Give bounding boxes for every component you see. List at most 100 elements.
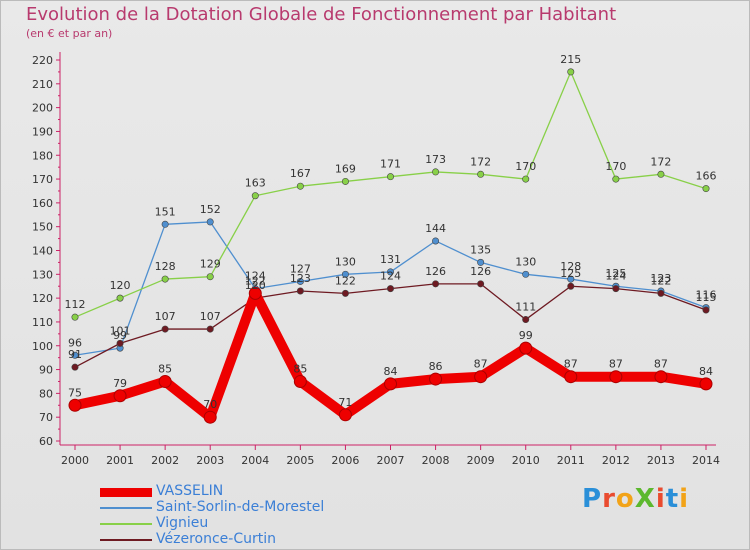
y-tick-label: 80 xyxy=(39,387,53,400)
data-point xyxy=(432,168,440,176)
legend-label: Vézeronce-Curtin xyxy=(156,531,276,547)
data-point xyxy=(161,325,169,333)
x-tick-label: 2007 xyxy=(377,454,405,467)
legend-label: VASSELIN xyxy=(156,483,224,499)
legend-swatch xyxy=(100,507,152,509)
data-label: 85 xyxy=(158,362,172,375)
data-point xyxy=(158,374,172,388)
data-label: 163 xyxy=(245,177,266,190)
data-label: 172 xyxy=(470,155,491,168)
data-label: 130 xyxy=(335,255,356,268)
data-label: 112 xyxy=(65,298,86,311)
x-tick-label: 2005 xyxy=(286,454,314,467)
logo-letter: r xyxy=(602,484,616,514)
data-label: 170 xyxy=(605,160,626,173)
data-point xyxy=(113,389,127,403)
data-point xyxy=(609,370,623,384)
x-tick-label: 2008 xyxy=(422,454,450,467)
data-label: 151 xyxy=(155,205,176,218)
data-point xyxy=(702,185,710,193)
data-label: 87 xyxy=(654,358,668,371)
data-label: 122 xyxy=(245,274,266,287)
data-label: 107 xyxy=(200,310,221,323)
data-point xyxy=(474,370,488,384)
data-label: 122 xyxy=(650,274,671,287)
data-label: 87 xyxy=(609,358,623,371)
data-point xyxy=(248,286,262,300)
data-point xyxy=(206,325,214,333)
data-point xyxy=(116,294,124,302)
data-point xyxy=(296,182,304,190)
data-label: 79 xyxy=(113,377,127,390)
data-label: 116 xyxy=(696,289,717,302)
data-point xyxy=(161,220,169,228)
data-point xyxy=(564,370,578,384)
series-line-3 xyxy=(74,283,707,368)
data-label: 125 xyxy=(605,267,626,280)
data-label: 170 xyxy=(515,160,536,173)
data-label: 84 xyxy=(384,365,398,378)
data-point xyxy=(657,170,665,178)
line-chart: 60 70 80 90 100 110 120 130 140 150 160 170 180 190 20… xyxy=(32,52,720,467)
data-label: 166 xyxy=(696,170,717,183)
data-label: 215 xyxy=(560,53,581,66)
data-label: 124 xyxy=(380,270,401,283)
data-label: 131 xyxy=(380,253,401,266)
legend-item: Saint-Sorlin-de-Morestel xyxy=(100,499,400,516)
data-point xyxy=(116,339,124,347)
data-label: 123 xyxy=(650,272,671,285)
data-point xyxy=(657,289,665,297)
x-tick-label: 2011 xyxy=(557,454,585,467)
data-point xyxy=(293,374,307,388)
logo-letter: i xyxy=(679,484,690,514)
data-label: 120 xyxy=(110,279,131,292)
x-tick-label: 2000 xyxy=(61,454,89,467)
data-label: 70 xyxy=(203,398,217,411)
data-point xyxy=(203,410,217,424)
data-label: 172 xyxy=(650,155,671,168)
y-tick-label: 110 xyxy=(32,316,53,329)
x-tick-label: 2012 xyxy=(602,454,630,467)
data-point xyxy=(567,282,575,290)
data-label: 129 xyxy=(200,258,221,271)
data-label: 124 xyxy=(605,270,626,283)
y-tick-label: 180 xyxy=(32,149,53,162)
legend-swatch xyxy=(100,523,152,525)
legend-item: Vignieu xyxy=(100,515,400,532)
data-label: 99 xyxy=(113,329,127,342)
data-label: 120 xyxy=(245,279,266,292)
logo-letter: X xyxy=(634,484,656,514)
legend-label: Vignieu xyxy=(156,515,209,531)
data-point xyxy=(296,287,304,295)
data-label: 87 xyxy=(564,358,578,371)
chart-subtitle: (en € et par an) xyxy=(26,27,113,40)
data-label: 91 xyxy=(68,348,82,361)
legend-label: Saint-Sorlin-de-Morestel xyxy=(156,499,325,515)
data-point xyxy=(206,218,214,226)
data-point xyxy=(477,170,485,178)
x-tick-label: 2009 xyxy=(467,454,495,467)
y-tick-label: 170 xyxy=(32,173,53,186)
data-label: 87 xyxy=(474,358,488,371)
data-point xyxy=(612,285,620,293)
data-label: 75 xyxy=(68,386,82,399)
data-label: 71 xyxy=(338,396,352,409)
data-point xyxy=(612,175,620,183)
x-tick-label: 2003 xyxy=(196,454,224,467)
data-point xyxy=(341,177,349,185)
data-label: 107 xyxy=(155,310,176,323)
data-label: 123 xyxy=(290,272,311,285)
chart-title: Evolution de la Dotation Globale de Fonc… xyxy=(26,4,617,25)
data-label: 125 xyxy=(560,267,581,280)
x-tick-label: 2006 xyxy=(331,454,359,467)
data-label: 130 xyxy=(515,255,536,268)
data-point xyxy=(522,316,530,324)
data-point xyxy=(384,377,397,391)
x-tick-label: 2013 xyxy=(647,454,675,467)
y-tick-label: 100 xyxy=(32,340,53,353)
data-point xyxy=(519,341,533,355)
y-tick-label: 60 xyxy=(39,435,53,448)
y-tick-label: 150 xyxy=(32,221,53,234)
data-label: 167 xyxy=(290,167,311,180)
